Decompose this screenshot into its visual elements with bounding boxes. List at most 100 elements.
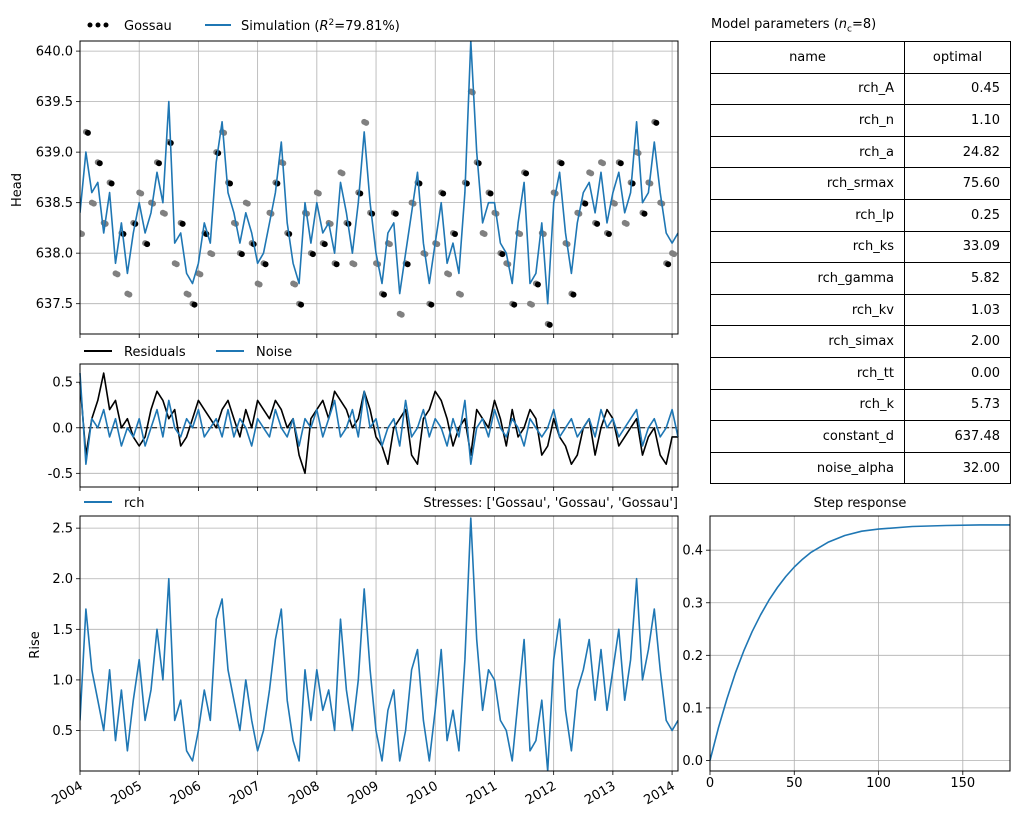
x-tick-label: 2011 (464, 779, 500, 809)
parameter-name-cell: rch_kv (710, 293, 905, 327)
x-tick-label: 2008 (286, 779, 322, 809)
y-tick-label: 1.0 (52, 673, 73, 688)
observation-point (292, 281, 299, 288)
simulation-line (80, 41, 678, 305)
y-tick-label: 638.5 (36, 196, 73, 211)
table-row: noise_alpha 32.00 (710, 451, 1011, 485)
parameters-table: name optimal rch_A 0.45 rch_n 1.10 rch_a 24.8… (710, 41, 1011, 485)
x-tick-label: 2014 (641, 779, 677, 809)
legend-gossau-dot (87, 22, 93, 28)
rise-y-axis-label: Rise (28, 631, 43, 658)
parameter-value-cell: 637.48 (904, 420, 1011, 453)
table-row: rch_k 5.73 (710, 388, 1011, 422)
head-panel: 637.5 638.0 638.5 639.0 639.5 640.0 Head Goss… (10, 18, 679, 338)
observation-point (80, 230, 85, 237)
observation-point (380, 291, 387, 298)
y-tick-label: 2.5 (52, 522, 73, 537)
parameter-value-cell: 24.82 (904, 135, 1011, 169)
x-tick-label: 2006 (168, 779, 204, 809)
observation-point (653, 119, 660, 126)
y-tick-label: 638.0 (36, 247, 73, 262)
table-row: rch_kv 1.03 (710, 293, 1011, 327)
observation-point (546, 321, 553, 328)
table-header-name: name (710, 41, 905, 74)
table-row: rch_gamma 5.82 (710, 262, 1011, 295)
observation-point (404, 261, 411, 268)
observation-point (161, 210, 168, 217)
rise-series (80, 517, 678, 771)
parameter-value-cell: 5.82 (904, 262, 1011, 295)
parameter-value-cell: 0.45 (904, 72, 1011, 106)
x-tick-label: 2007 (227, 779, 263, 809)
observation-point (392, 210, 399, 217)
legend-simulation-label: Simulation (R2=79.81%) (241, 18, 400, 34)
residuals-series (79, 372, 679, 475)
observation-point (309, 251, 316, 258)
table-row: rch_simax 2.00 (710, 325, 1011, 358)
observation-point (452, 230, 459, 237)
observation-point (339, 170, 346, 177)
residuals-x-ticks (79, 487, 673, 491)
parameter-value-cell: 75.60 (904, 167, 1011, 200)
head-axes-frame (79, 40, 679, 335)
observation-point (671, 251, 678, 258)
x-tick-label: 2010 (405, 779, 441, 809)
observation-point (446, 271, 453, 278)
residuals-legend: Residuals Noise (84, 345, 292, 360)
y-tick-label: 0.0 (52, 421, 73, 436)
parameter-value-cell: 1.10 (904, 104, 1011, 137)
observation-point (605, 230, 612, 237)
table-header-optimal: optimal (904, 41, 1011, 74)
head-y-ticks: 637.5 638.0 638.5 639.0 639.5 640.0 (36, 45, 80, 312)
observation-point (197, 271, 204, 278)
y-tick-label: 0.3 (682, 596, 703, 611)
table-row: rch_tt 0.00 (710, 356, 1011, 390)
residuals-axes-frame (79, 363, 679, 488)
observation-point (351, 261, 358, 268)
y-tick-label: 639.5 (36, 95, 73, 110)
head-x-ticks (79, 334, 673, 338)
observation-point (321, 241, 328, 248)
parameter-value-cell: 0.25 (904, 198, 1011, 232)
parameter-value-cell: 0.00 (904, 356, 1011, 390)
observation-point (665, 261, 672, 268)
observation-point (641, 210, 648, 217)
observation-point (298, 301, 305, 308)
observation-point (534, 281, 541, 288)
observation-point (440, 190, 447, 197)
rise-legend: rch (84, 496, 144, 511)
observation-point (191, 301, 198, 308)
x-tick-label: 2005 (109, 779, 145, 809)
rise-axes-frame (79, 515, 679, 772)
observation-point (475, 160, 482, 167)
observation-point (84, 129, 91, 136)
parameter-name-cell: rch_srmax (710, 167, 905, 200)
observation-point (511, 301, 518, 308)
residuals-line (79, 372, 678, 475)
parameter-name-cell: rch_ks (710, 230, 905, 264)
x-tick-label: 100 (866, 776, 891, 791)
parameter-value-cell: 33.09 (904, 230, 1011, 264)
observation-point (363, 119, 370, 126)
y-tick-label: -0.5 (48, 467, 73, 482)
step-axes-frame (709, 515, 1011, 772)
legend-gossau-dot (95, 22, 101, 28)
observation-point (179, 220, 186, 227)
observation-point (185, 291, 192, 298)
parameter-value-cell: 1.03 (904, 293, 1011, 327)
step-response-title: Step response (814, 496, 907, 511)
observation-point (262, 261, 269, 268)
residuals-panel: -0.5 0.0 0.5 Residuals Noise (48, 345, 679, 491)
observation-point (256, 281, 263, 288)
observation-point (523, 170, 530, 177)
parameter-name-cell: rch_n (710, 104, 905, 137)
parameter-name-cell: rch_lp (710, 198, 905, 232)
head-grid (79, 41, 678, 334)
parameter-value-cell: 32.00 (904, 451, 1011, 485)
parameter-name-cell: rch_tt (710, 356, 905, 390)
head-y-axis-label: Head (10, 173, 25, 207)
step-response-line (709, 524, 1010, 761)
noise-line (79, 373, 679, 466)
x-tick-label: 50 (786, 776, 803, 791)
